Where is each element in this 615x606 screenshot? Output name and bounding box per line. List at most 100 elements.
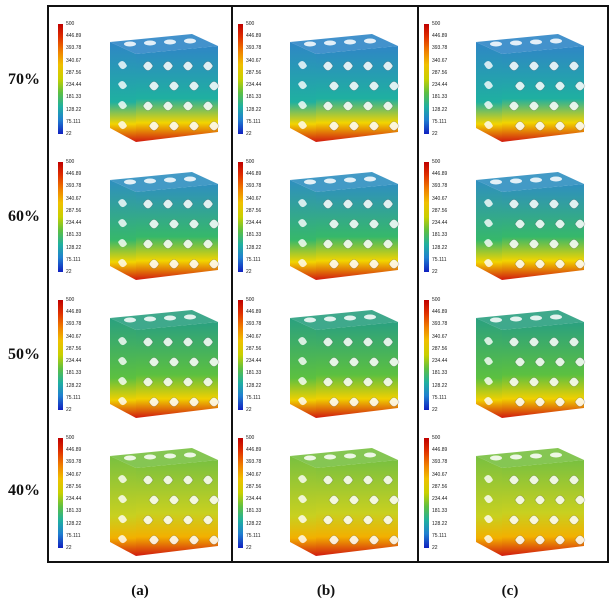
legend-tick-label: 75.111	[66, 394, 81, 401]
pore-hole	[202, 239, 214, 249]
pore-hole	[364, 176, 376, 182]
legend-tick-label: 446.89	[432, 171, 448, 178]
pore-hole	[568, 199, 580, 209]
pore-hole	[202, 515, 214, 525]
pore-hole	[328, 121, 340, 131]
pore-hole	[162, 515, 174, 525]
pore-hole	[162, 475, 174, 485]
pore-hole	[568, 61, 580, 71]
pore-hole	[142, 101, 154, 111]
pore-hole	[188, 357, 200, 367]
pore-hole	[344, 177, 356, 183]
legend-tick-label: 22	[246, 130, 252, 137]
pore-hole	[574, 397, 586, 407]
color-scale-bar	[58, 438, 63, 548]
legend-tick-label: 234.44	[246, 358, 262, 365]
color-scale-bar	[238, 438, 243, 548]
pore-hole	[188, 259, 200, 269]
gyroid-cube-render	[290, 448, 400, 556]
gyroid-cube-render	[476, 448, 586, 556]
pore-hole	[574, 495, 586, 505]
pore-hole	[484, 238, 493, 248]
pore-hole	[344, 39, 356, 45]
legend-tick-label: 75.111	[66, 532, 81, 539]
pore-hole	[568, 101, 580, 111]
pore-hole	[148, 357, 160, 367]
legend-tick-label: 500	[66, 21, 75, 27]
pore-hole	[568, 377, 580, 387]
legend-tick-label: 22	[246, 544, 252, 551]
pore-hole	[182, 337, 194, 347]
legend-tick-label: 234.44	[246, 82, 262, 89]
pore-hole	[554, 397, 566, 407]
pore-hole	[554, 495, 566, 505]
legend-tick-label: 75.111	[246, 532, 261, 539]
pore-hole	[484, 218, 493, 228]
pore-hole	[574, 121, 586, 131]
pore-hole	[182, 475, 194, 485]
legend-tick-label: 181.33	[246, 370, 262, 377]
pore-hole	[528, 199, 540, 209]
pore-hole	[348, 259, 360, 269]
pore-hole	[298, 238, 307, 248]
pore-hole	[574, 535, 586, 545]
temperature-field-cell: 500 446.89 393.78 340.67 287.56 234.44 181.33 1…	[238, 158, 408, 288]
pore-hole	[142, 337, 154, 347]
pore-hole	[342, 337, 354, 347]
figure-frame	[47, 5, 609, 563]
pore-hole	[208, 259, 220, 269]
pore-hole	[548, 377, 560, 387]
pore-hole	[534, 259, 546, 269]
pore-hole	[484, 198, 493, 208]
pore-hole	[124, 455, 136, 461]
pore-hole	[148, 495, 160, 505]
pore-hole	[124, 41, 136, 47]
pore-hole	[322, 61, 334, 71]
legend-tick-label: 234.44	[432, 358, 448, 365]
pore-hole	[348, 495, 360, 505]
pore-hole	[298, 120, 307, 130]
pore-hole	[554, 81, 566, 91]
pore-hole	[148, 397, 160, 407]
pore-hole	[118, 396, 127, 406]
pore-hole	[124, 317, 136, 323]
pore-hole	[168, 535, 180, 545]
legend-tick-label: 128.22	[66, 244, 82, 251]
pore-hole	[550, 38, 562, 44]
legend-tick-label: 340.67	[432, 195, 448, 202]
temperature-legend: 500 446.89 393.78 340.67 287.56 234.44 181.33 1…	[58, 297, 98, 413]
legend-tick-label: 340.67	[432, 57, 448, 64]
pore-hole	[484, 514, 493, 524]
legend-tick-label: 128.22	[66, 106, 82, 113]
legend-tick-label: 340.67	[246, 333, 262, 340]
pore-hole	[554, 121, 566, 131]
pore-hole	[142, 475, 154, 485]
legend-tick-label: 287.56	[432, 207, 448, 214]
legend-tick-label: 500	[432, 297, 441, 303]
pore-hole	[382, 337, 394, 347]
legend-tick-label: 340.67	[246, 195, 262, 202]
pore-hole	[548, 199, 560, 209]
pore-hole	[382, 475, 394, 485]
pore-hole	[328, 219, 340, 229]
pore-hole	[322, 515, 334, 525]
pore-hole	[324, 178, 336, 184]
pore-hole	[530, 453, 542, 459]
pore-hole	[554, 357, 566, 367]
legend-tick-label: 128.22	[432, 106, 448, 113]
pore-hole	[298, 198, 307, 208]
pore-hole	[530, 39, 542, 45]
pore-hole	[508, 377, 520, 387]
legend-tick-label: 393.78	[246, 459, 262, 466]
pore-hole	[168, 121, 180, 131]
temperature-legend: 500 446.89 393.78 340.67 287.56 234.44 181.33 1…	[238, 297, 278, 413]
legend-tick-label: 287.56	[432, 345, 448, 352]
temperature-legend: 500 446.89 393.78 340.67 287.56 234.44 181.33 1…	[424, 435, 464, 551]
pore-hole	[182, 199, 194, 209]
pore-hole	[298, 80, 307, 90]
temperature-field-cell: 500 446.89 393.78 340.67 287.56 234.44 181.33 1…	[58, 434, 228, 564]
pore-hole	[568, 475, 580, 485]
pore-hole	[328, 357, 340, 367]
pore-hole	[298, 474, 307, 484]
pore-hole	[208, 397, 220, 407]
